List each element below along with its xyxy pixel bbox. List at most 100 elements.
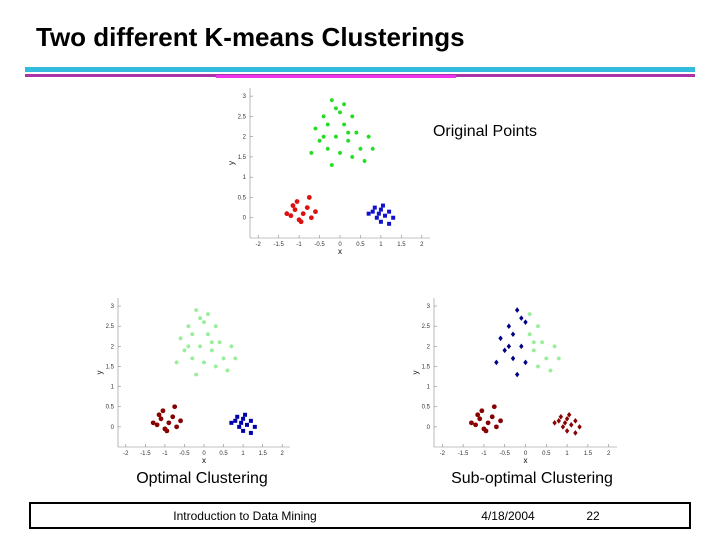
point	[237, 424, 242, 429]
point	[527, 312, 532, 317]
x-tick-label: 2	[420, 242, 424, 248]
point	[178, 336, 183, 341]
point	[309, 150, 314, 155]
point	[156, 412, 162, 418]
x-tick-label: -2	[123, 451, 129, 457]
y-tick-label: 2	[243, 135, 247, 141]
footer-date: 4/18/2004	[481, 509, 535, 523]
x-tick-label: 1.5	[397, 242, 406, 248]
point	[182, 348, 187, 353]
point	[205, 332, 210, 337]
point	[209, 348, 214, 353]
point	[198, 316, 203, 321]
point	[346, 130, 351, 135]
x-tick-label: 0.5	[356, 242, 365, 248]
x-tick-label: 1.5	[258, 451, 267, 457]
x-axis-label: x	[524, 456, 528, 465]
point	[469, 420, 474, 426]
point	[564, 416, 570, 422]
y-tick-label: 1	[243, 175, 247, 181]
y-tick-label: 3	[427, 304, 431, 310]
point	[333, 134, 338, 139]
point	[548, 368, 553, 373]
point	[333, 106, 338, 111]
y-tick-label: 0	[427, 425, 431, 431]
point	[248, 418, 253, 423]
point	[329, 163, 334, 168]
point	[531, 340, 536, 345]
x-tick-label: 0	[202, 451, 206, 457]
point	[198, 344, 203, 349]
y-tick-label: 0	[111, 425, 115, 431]
point	[577, 424, 582, 430]
point	[241, 428, 246, 433]
point	[290, 203, 296, 208]
point	[523, 359, 528, 366]
point	[233, 356, 238, 361]
point	[564, 428, 570, 434]
x-tick-label: -1.5	[458, 451, 469, 457]
point	[552, 420, 557, 426]
point	[372, 205, 377, 210]
point	[540, 340, 545, 345]
point	[313, 126, 318, 131]
point	[475, 412, 481, 418]
point	[358, 146, 363, 151]
point	[489, 414, 495, 420]
point	[560, 424, 566, 430]
x-tick-label: -1.5	[140, 451, 151, 457]
point	[317, 138, 322, 143]
point	[378, 207, 383, 212]
point	[160, 408, 166, 414]
point	[288, 213, 294, 219]
point	[562, 420, 568, 426]
point	[248, 430, 253, 435]
point	[194, 308, 199, 313]
point	[506, 323, 512, 329]
point	[391, 215, 396, 220]
point	[350, 114, 355, 119]
point	[229, 420, 234, 425]
point	[338, 150, 342, 155]
point	[233, 418, 238, 423]
point	[325, 146, 330, 151]
point	[170, 414, 176, 420]
point	[174, 360, 179, 365]
point	[313, 209, 318, 215]
point	[573, 418, 578, 424]
x-tick-label: -0.5	[179, 451, 190, 457]
point	[535, 324, 540, 329]
point	[150, 420, 156, 426]
point	[370, 209, 375, 214]
point	[241, 416, 246, 421]
point	[387, 221, 392, 226]
y-tick-label: 0.5	[106, 405, 115, 411]
footer-course: Introduction to Data Mining	[173, 509, 316, 523]
x-tick-label: 0	[524, 451, 528, 457]
x-axis-label: x	[338, 247, 342, 256]
point	[502, 347, 507, 354]
plot-label: Optimal Clustering	[136, 470, 268, 487]
y-tick-label: 1.5	[422, 364, 431, 370]
point	[292, 207, 298, 213]
y-axis-label: y	[227, 161, 236, 165]
point	[202, 360, 206, 365]
point	[178, 418, 183, 424]
point	[566, 411, 572, 418]
point	[284, 211, 290, 217]
point	[321, 114, 326, 119]
slide-title: Two different K-means Clusterings	[36, 22, 465, 52]
point	[202, 320, 206, 325]
x-tick-label: 1.5	[584, 451, 593, 457]
point	[370, 146, 375, 151]
y-tick-label: 2	[427, 344, 431, 350]
y-tick-label: 2.5	[422, 324, 431, 330]
y-axis-label: y	[411, 371, 420, 375]
point	[350, 154, 355, 159]
point	[164, 428, 170, 434]
point	[514, 307, 520, 313]
plot-label: Sub-optimal Clustering	[451, 470, 613, 487]
point	[308, 215, 314, 221]
